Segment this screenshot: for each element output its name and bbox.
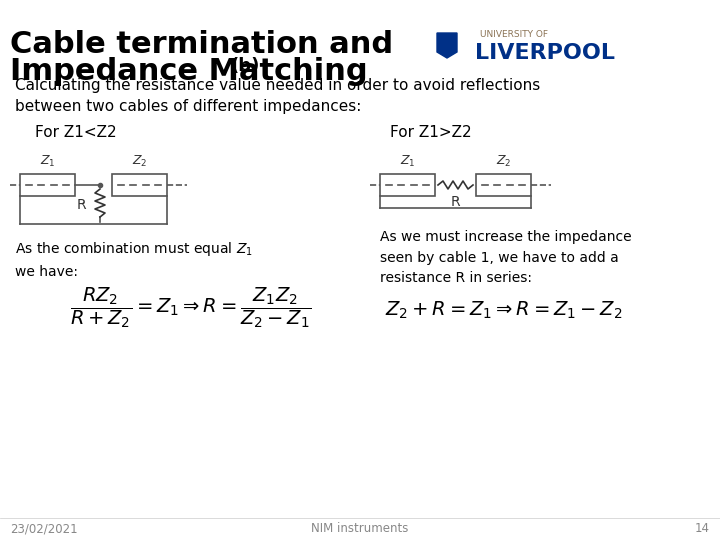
- Text: Cable termination and: Cable termination and: [10, 30, 393, 59]
- Text: R: R: [450, 195, 460, 209]
- FancyBboxPatch shape: [380, 174, 435, 196]
- Text: Impedance Matching: Impedance Matching: [10, 57, 368, 86]
- Text: R: R: [76, 198, 86, 212]
- FancyBboxPatch shape: [476, 174, 531, 196]
- Text: UNIVERSITY OF: UNIVERSITY OF: [480, 30, 548, 39]
- Text: $Z_2 + R = Z_1 \Rightarrow R = Z_1 - Z_2$: $Z_2 + R = Z_1 \Rightarrow R = Z_1 - Z_2…: [385, 300, 623, 321]
- Text: As the combination must equal $Z_1$
we have:: As the combination must equal $Z_1$ we h…: [15, 240, 253, 279]
- Text: LIVERPOOL: LIVERPOOL: [475, 43, 615, 63]
- Text: (b): (b): [230, 57, 259, 75]
- FancyBboxPatch shape: [20, 174, 75, 196]
- Text: For Z1<Z2: For Z1<Z2: [35, 125, 117, 140]
- Text: As we must increase the impedance
seen by cable 1, we have to add a
resistance R: As we must increase the impedance seen b…: [380, 230, 631, 285]
- Text: NIM instruments: NIM instruments: [311, 522, 409, 535]
- Polygon shape: [437, 33, 457, 58]
- Text: For Z1>Z2: For Z1>Z2: [390, 125, 472, 140]
- FancyBboxPatch shape: [112, 174, 167, 196]
- Text: 23/02/2021: 23/02/2021: [10, 522, 78, 535]
- Text: Calculating the resistance value needed in order to avoid reflections
between tw: Calculating the resistance value needed …: [15, 78, 540, 114]
- Text: $Z_1$: $Z_1$: [400, 154, 415, 169]
- Text: $Z_2$: $Z_2$: [132, 154, 147, 169]
- Text: $Z_2$: $Z_2$: [496, 154, 511, 169]
- Text: $Z_1$: $Z_1$: [40, 154, 55, 169]
- Text: $\dfrac{RZ_2}{R+Z_2} = Z_1 \Rightarrow R = \dfrac{Z_1 Z_2}{Z_2 - Z_1}$: $\dfrac{RZ_2}{R+Z_2} = Z_1 \Rightarrow R…: [70, 285, 312, 330]
- Text: 14: 14: [695, 522, 710, 535]
